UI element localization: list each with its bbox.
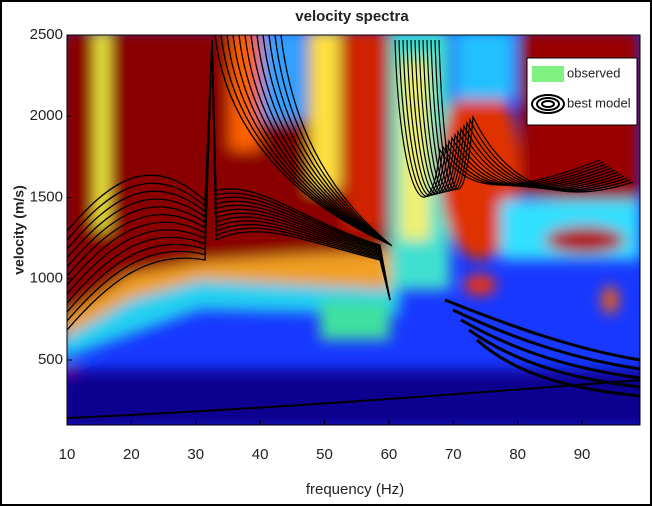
contour [238, 35, 379, 240]
contour [398, 39, 604, 197]
contour [232, 35, 377, 239]
y-tick-label: 1500 [30, 188, 63, 205]
contour [244, 35, 381, 241]
y-tick-label: 2500 [30, 26, 63, 43]
contour [226, 35, 375, 238]
contours [67, 35, 640, 419]
contour [256, 35, 385, 243]
legend-swatch [531, 94, 565, 114]
x-tick-label: 60 [381, 446, 398, 463]
x-tick-label: 90 [574, 446, 591, 463]
legend-label: best model [567, 95, 631, 110]
legend: observed best model [526, 57, 638, 126]
contour [280, 35, 393, 247]
contour [274, 35, 391, 246]
x-tick-label: 50 [316, 446, 333, 463]
legend-swatch [532, 66, 564, 82]
legend-label: observed [567, 65, 620, 80]
contour [422, 39, 622, 193]
x-tick-label: 70 [445, 446, 462, 463]
spectrum [67, 35, 640, 425]
contour [460, 318, 640, 380]
contour [444, 298, 640, 362]
contour [250, 35, 383, 242]
contour [430, 39, 628, 192]
contour [434, 39, 631, 192]
y-axis-label: velocity (m/s) [11, 185, 27, 274]
contour [262, 35, 387, 244]
x-tick-label: 20 [123, 446, 140, 463]
y-tick-label: 500 [38, 351, 63, 368]
plot-frame [66, 34, 641, 426]
chart-title: velocity spectra [295, 8, 409, 25]
contour [452, 308, 640, 371]
legend-swatch [536, 97, 560, 111]
x-axis-label: frequency (Hz) [306, 481, 404, 498]
contour [67, 39, 391, 301]
contour [438, 39, 634, 193]
x-tick-label: 30 [187, 446, 204, 463]
contour [476, 338, 640, 398]
contour [67, 379, 640, 419]
contour [220, 35, 373, 237]
contour [406, 39, 610, 196]
contour [426, 39, 625, 192]
contour [468, 328, 640, 389]
contour [214, 35, 371, 236]
legend-swatch [541, 100, 555, 108]
contour [268, 35, 389, 245]
contour [414, 39, 616, 194]
x-tick-label: 10 [59, 446, 76, 463]
x-tick-label: 40 [252, 446, 269, 463]
contour [410, 39, 613, 195]
x-tick-label: 80 [509, 446, 526, 463]
contour [418, 39, 619, 194]
y-tick-label: 2000 [30, 107, 63, 124]
y-tick-label: 1000 [30, 270, 63, 287]
